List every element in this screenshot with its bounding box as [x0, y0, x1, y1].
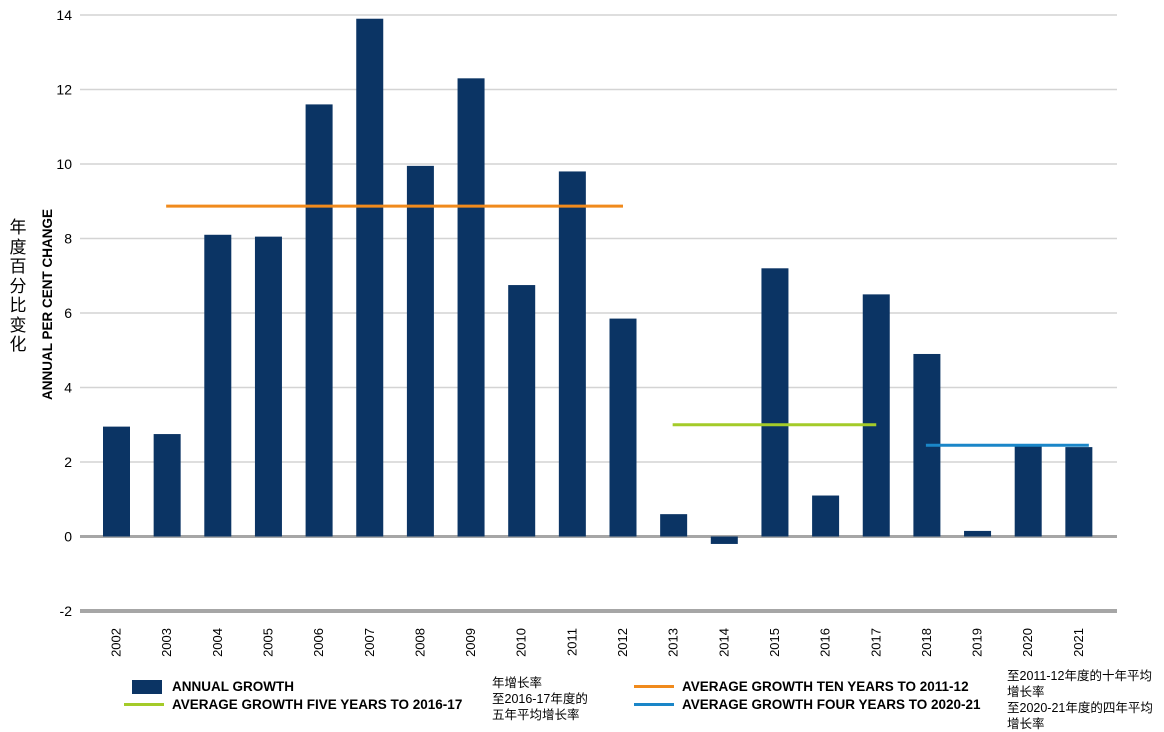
legend-average-ten: AVERAGE GROWTH TEN YEARS TO 2011-12	[634, 679, 969, 694]
bars	[103, 18, 1093, 544]
bar-2015	[761, 268, 789, 537]
bar-2003	[153, 434, 181, 537]
y-tick-label: 14	[56, 7, 72, 23]
legend-swatch-ten	[634, 685, 674, 688]
legend-chinese-annual-five: 年增长率 至2016-17年度的 五年平均增长率	[492, 675, 588, 723]
legend-chinese-ten: 至2011-12年度的十年平均 增长率	[1007, 668, 1152, 700]
x-tick-label: 2018	[919, 628, 934, 657]
legend-label-five: AVERAGE GROWTH FIVE YEARS TO 2016-17	[172, 697, 463, 712]
x-tick-label: 2005	[260, 628, 275, 657]
x-tick-label: 2012	[615, 628, 630, 657]
x-tick-label: 2004	[210, 628, 225, 657]
y-tick-label: 12	[56, 82, 72, 98]
legend-swatch-four	[634, 703, 674, 706]
legend-annual-growth: ANNUAL GROWTH	[132, 679, 294, 694]
x-tick-label: 2003	[159, 628, 174, 657]
bar-2019	[964, 530, 992, 537]
y-tick-label: 8	[64, 231, 72, 247]
x-tick-label: 2006	[311, 628, 326, 657]
bar-2010	[508, 285, 536, 537]
bar-2007	[356, 18, 384, 537]
y-label-cn-char: 百	[9, 257, 27, 276]
bar-2002	[103, 426, 130, 537]
bar-2009	[457, 78, 485, 537]
y-label-cn-char: 变	[9, 315, 27, 335]
legend-cn-line: 至2016-17年度的	[492, 692, 588, 706]
x-axis-ticks: 2002 2003 2004 2005 2006 2007 2008 2009 2010 2011…	[109, 628, 1086, 657]
y-label-cn-char: 年	[9, 218, 27, 237]
y-axis-label-english: ANNUAL PER CENT CHANGE	[40, 208, 55, 400]
legend-cn-line: 至2011-12年度的十年平均	[1007, 669, 1152, 683]
legend-swatch-annual	[132, 679, 162, 694]
y-axis-ticks: -2 0 2 4 6 8 10 12 14	[56, 7, 72, 619]
x-tick-label: 2017	[868, 628, 883, 657]
y-tick-label: 4	[64, 380, 72, 396]
legend-cn-line: 年增长率	[492, 676, 543, 690]
x-tick-label: 2021	[1071, 628, 1086, 657]
bar-2008	[406, 165, 434, 537]
y-label-cn-char: 化	[9, 335, 27, 354]
legend-average-five: AVERAGE GROWTH FIVE YEARS TO 2016-17	[124, 697, 462, 712]
y-tick-label: 2	[64, 454, 72, 470]
legend-label-four: AVERAGE GROWTH FOUR YEARS TO 2020-21	[682, 697, 981, 712]
bar-2020	[1014, 445, 1042, 537]
legend-cn-line: 五年平均增长率	[492, 708, 580, 722]
y-label-cn-char: 度	[9, 237, 27, 257]
x-tick-label: 2016	[818, 628, 833, 657]
x-tick-label: 2011	[564, 628, 579, 656]
bar-2021	[1065, 447, 1093, 537]
bar-2016	[812, 495, 840, 537]
bar-2013	[660, 514, 688, 537]
x-tick-label: 2019	[970, 628, 985, 657]
x-tick-label: 2009	[463, 628, 478, 657]
x-tick-label: 2010	[514, 628, 529, 657]
x-tick-label: 2020	[1020, 628, 1035, 657]
x-tick-label: 2014	[716, 628, 731, 657]
y-tick-label: 10	[56, 156, 72, 172]
legend-chinese-four: 至2020-21年度的四年平均 增长率	[1007, 700, 1153, 732]
legend-label-ten: AVERAGE GROWTH TEN YEARS TO 2011-12	[682, 679, 969, 694]
y-axis-label-chinese: 年 度 百 分 比 变 化	[8, 218, 28, 355]
bar-2006	[305, 104, 333, 537]
bar-2017	[862, 294, 890, 537]
x-tick-label: 2008	[412, 628, 427, 657]
y-tick-label: 0	[64, 529, 72, 545]
y-tick-label: 6	[64, 305, 72, 321]
y-label-cn-char: 分	[9, 276, 27, 296]
bar-2014	[710, 536, 738, 544]
bar-2012	[609, 318, 637, 537]
bar-2011	[558, 171, 586, 537]
bar-2005	[254, 236, 282, 537]
x-tick-label: 2015	[767, 628, 782, 657]
legend-cn-line: 增长率	[1007, 717, 1045, 731]
average-lines	[166, 204, 1089, 447]
legend-label-annual: ANNUAL GROWTH	[172, 679, 294, 694]
legend-cn-line: 至2020-21年度的四年平均	[1007, 701, 1153, 715]
x-tick-label: 2007	[362, 628, 377, 657]
legend-cn-line: 增长率	[1007, 685, 1045, 699]
x-tick-label: 2013	[666, 628, 681, 657]
legend-average-four: AVERAGE GROWTH FOUR YEARS TO 2020-21	[634, 697, 981, 712]
x-tick-label: 2002	[109, 628, 124, 657]
legend-swatch-five	[124, 703, 164, 706]
bar-2004	[204, 234, 232, 537]
gridlines	[80, 14, 1117, 613]
y-label-cn-char: 比	[9, 296, 27, 315]
y-tick-label: -2	[60, 603, 73, 619]
